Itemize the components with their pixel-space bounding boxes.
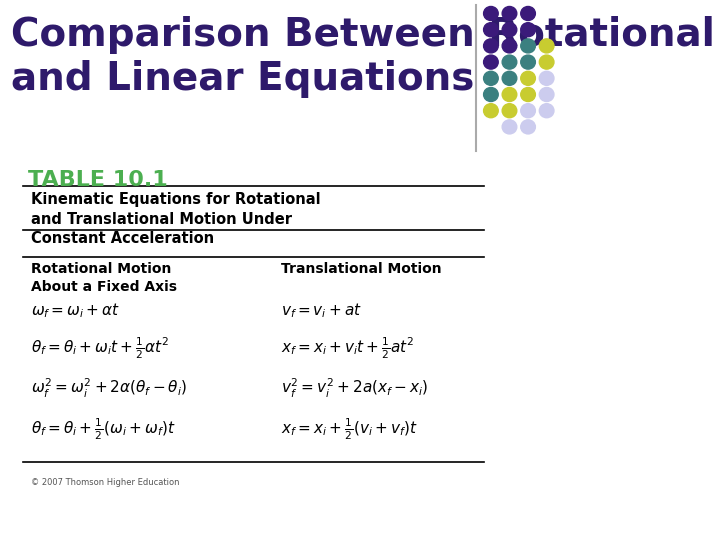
Circle shape	[484, 87, 498, 102]
Circle shape	[502, 71, 517, 85]
Text: Translational Motion: Translational Motion	[282, 262, 442, 276]
Text: $\omega_f^2 = \omega_i^2 + 2\alpha(\theta_f - \theta_i)$: $\omega_f^2 = \omega_i^2 + 2\alpha(\thet…	[31, 377, 187, 400]
Circle shape	[521, 23, 536, 37]
Circle shape	[502, 55, 517, 69]
Circle shape	[539, 39, 554, 53]
Circle shape	[484, 6, 498, 21]
Text: © 2007 Thomson Higher Education: © 2007 Thomson Higher Education	[31, 478, 179, 487]
Circle shape	[502, 6, 517, 21]
Circle shape	[484, 39, 498, 53]
Text: $x_f = x_i + v_i t + \frac{1}{2}at^2$: $x_f = x_i + v_i t + \frac{1}{2}at^2$	[282, 335, 415, 361]
Text: $v_f^2 = v_i^2 + 2a(x_f - x_i)$: $v_f^2 = v_i^2 + 2a(x_f - x_i)$	[282, 377, 429, 400]
Circle shape	[521, 120, 536, 134]
Circle shape	[521, 87, 536, 102]
Text: $\omega_f = \omega_i + \alpha t$: $\omega_f = \omega_i + \alpha t$	[31, 301, 120, 320]
Text: $x_f = x_i + \frac{1}{2}(v_i + v_f)t$: $x_f = x_i + \frac{1}{2}(v_i + v_f)t$	[282, 416, 418, 442]
Circle shape	[484, 104, 498, 118]
Circle shape	[484, 23, 498, 37]
Circle shape	[521, 104, 536, 118]
Text: Kinematic Equations for Rotational
and Translational Motion Under
Constant Accel: Kinematic Equations for Rotational and T…	[31, 192, 320, 246]
Circle shape	[539, 55, 554, 69]
Circle shape	[521, 55, 536, 69]
Text: TABLE 10.1: TABLE 10.1	[28, 170, 168, 190]
Circle shape	[502, 104, 517, 118]
Circle shape	[484, 55, 498, 69]
Circle shape	[502, 120, 517, 134]
Circle shape	[521, 71, 536, 85]
Circle shape	[484, 71, 498, 85]
Circle shape	[539, 71, 554, 85]
Text: $\theta_f = \theta_i + \omega_i t + \frac{1}{2}\alpha t^2$: $\theta_f = \theta_i + \omega_i t + \fra…	[31, 335, 169, 361]
Text: Comparison Between Rotational
and Linear Equations: Comparison Between Rotational and Linear…	[12, 16, 715, 98]
Text: $v_f = v_i + at$: $v_f = v_i + at$	[282, 301, 362, 320]
Circle shape	[502, 23, 517, 37]
Text: Rotational Motion
About a Fixed Axis: Rotational Motion About a Fixed Axis	[31, 262, 177, 294]
Circle shape	[521, 6, 536, 21]
Circle shape	[502, 87, 517, 102]
Circle shape	[502, 39, 517, 53]
Circle shape	[539, 87, 554, 102]
Text: $\theta_f = \theta_i + \frac{1}{2}(\omega_i + \omega_f)t$: $\theta_f = \theta_i + \frac{1}{2}(\omeg…	[31, 416, 176, 442]
Circle shape	[521, 39, 536, 53]
Circle shape	[539, 104, 554, 118]
